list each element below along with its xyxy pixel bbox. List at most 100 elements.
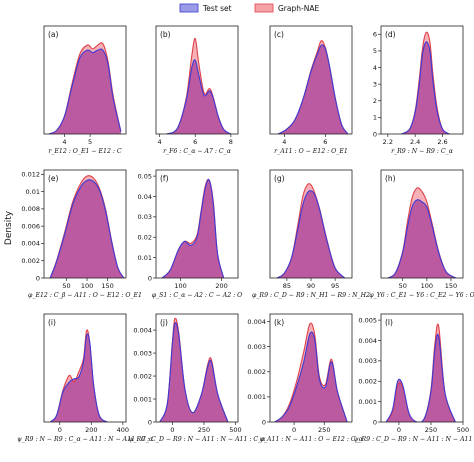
x-axis-label: r_E12 : O_E1 − E12 : C [48,148,122,155]
x-tick-label: 150 [101,282,113,290]
x-tick-label: 6 [323,138,327,146]
x-tick-label: 150 [445,282,457,290]
panel-frame [155,25,239,135]
panel-label: (i) [48,318,56,327]
panel-c: (c) 4 6 r_A11 : O − E12 : O_E1 [269,25,353,155]
y-tick-label: 0.002 [133,372,152,380]
density-line-test-set [277,44,349,134]
x-tick-label: 5 [88,138,92,146]
y-tick-label: 0 [373,130,377,138]
y-tick-label: 0.002 [21,257,40,265]
panel-frame [269,313,353,423]
panel-frame [269,25,353,135]
y-tick-label: 6 [373,31,377,39]
y-tick-label: 0.003 [247,343,266,351]
density-line-test-set [276,190,346,278]
y-tick-label: 0.001 [133,395,152,403]
y-tick-label: 0.003 [358,357,377,365]
density-line-test-set [166,59,232,134]
x-tick-label: 4 [282,138,286,146]
x-axis-label: φ_R9 : C_D − R9 : N_H1 − R9 : N_H2 [252,292,370,299]
y-tick-label: 0.002 [247,368,266,376]
density-line-test-set [387,199,457,278]
panel-frame [43,313,127,423]
plot-area [159,317,229,422]
panel-label: (f) [160,174,169,183]
y-tick-label: 0.001 [358,398,377,406]
density-fill-test-set [388,199,456,278]
y-tick-label: 0.04 [138,193,152,201]
y-tick-label: 0.001 [247,393,266,401]
panel-label: (b) [160,30,171,39]
x-tick-label: 0 [397,426,401,434]
x-tick-label: 200 [215,282,227,290]
plot-area [276,183,346,278]
y-tick-label: 0 [373,418,377,426]
panel-h: (h) 50 100 150 φ_Y6 : C_E1 − Y6 : C_E2 − Y6 … [369,169,474,299]
density-line-test-set [49,333,108,422]
density-fill-test-set [278,44,348,134]
plot-area [48,42,122,134]
panel-label: (a) [48,30,59,39]
panel-k: (k) 0 250 0 0.001 0.002 0.003 0.004 ψ_A11 : N − … [247,313,364,443]
legend-swatch-test-set [179,3,199,13]
x-axis-label: ψ_R9 : C_D − R9 : N − A11 : N − A11 : C_… [354,436,474,443]
density-fill-test-set [277,190,345,278]
y-tick-label: 0 [148,274,152,282]
density-line-graph-nae [385,323,456,422]
panel-label: (c) [274,30,284,39]
x-tick-label: 90 [307,282,315,290]
y-tick-label: 0.01 [138,254,152,262]
y-tick-label: 0 [148,418,152,426]
panel-g: (g) 85 90 95 φ_R9 : C_D − R9 : N_H1 − R9 : N… [252,169,370,299]
x-tick-label: 6 [193,138,197,146]
x-tick-label: 500 [457,426,469,434]
y-tick-label: 0.05 [138,172,152,180]
panel-label: (l) [385,318,393,327]
x-tick-label: 0 [292,426,296,434]
density-line-test-set [49,179,125,278]
y-tick-label: 0.004 [21,240,40,248]
x-axis-label: r_F6 : C_α − A7 : C_α [163,148,232,155]
panel-frame [380,169,464,279]
panel-label: (e) [48,174,59,183]
y-tick-label: 0.03 [138,213,152,221]
plot-area [49,329,108,422]
panel-j: (j) 0 250 500 0 0.001 0.002 0.003 0.004 ψ_R9 : C_… [129,313,267,443]
x-tick-label: 95 [331,282,339,290]
panel-label: (h) [385,174,396,183]
plot-area [401,31,450,134]
y-tick-label: 0.004 [247,318,266,326]
density-line-test-set [159,322,229,422]
legend-label-graph-nae: Graph-NAE [278,4,319,13]
panel-frame [380,313,464,423]
y-tick-label: 1 [373,114,377,122]
y-tick-label: 0 [36,274,40,282]
x-tick-label: 2.2 [383,138,393,146]
panel-label: (j) [160,318,168,327]
x-axis-label: ψ_R9 : C_D − R9 : N − A11 : N − A11 : C_… [129,436,267,443]
x-tick-label: 250 [425,426,437,434]
x-tick-label: 4 [157,138,161,146]
density-fill-test-set [50,179,124,278]
x-axis-label: φ_Y6 : C_E1 − Y6 : C_E2 − Y6 : O [369,292,474,299]
density-fill-test-set [401,41,450,134]
plot-area [277,40,349,134]
panel-d: (d) 2.2 2.4 2.6 0 1 2 3 4 5 6 r_R9 : N − R9 : C_α [373,25,464,155]
density-line-test-set [401,41,450,134]
x-axis-label: r_R9 : N − R9 : C_α [391,148,454,155]
plot-area [49,175,125,278]
panels: (a) 4 5 r_E12 : O_E1 − E12 : C (b) 4 6 8 r_F6 : … [17,25,474,443]
panel-label: (d) [385,30,396,39]
panel-label: (k) [274,318,284,327]
x-tick-label: 50 [399,282,407,290]
y-tick-label: 3 [373,80,377,88]
y-tick-label: 0.003 [133,349,152,357]
x-tick-label: 100 [174,282,186,290]
density-fill-test-set [49,49,121,134]
panel-f: (f) 100 200 0 0.01 0.02 0.03 0.04 0.05 φ_S1 : C_α… [138,169,243,299]
plot-area [161,178,225,278]
x-axis-label: φ_S1 : C_α − A2 : C − A2 : O [152,292,243,299]
y-tick-label: 0.01 [26,188,40,196]
